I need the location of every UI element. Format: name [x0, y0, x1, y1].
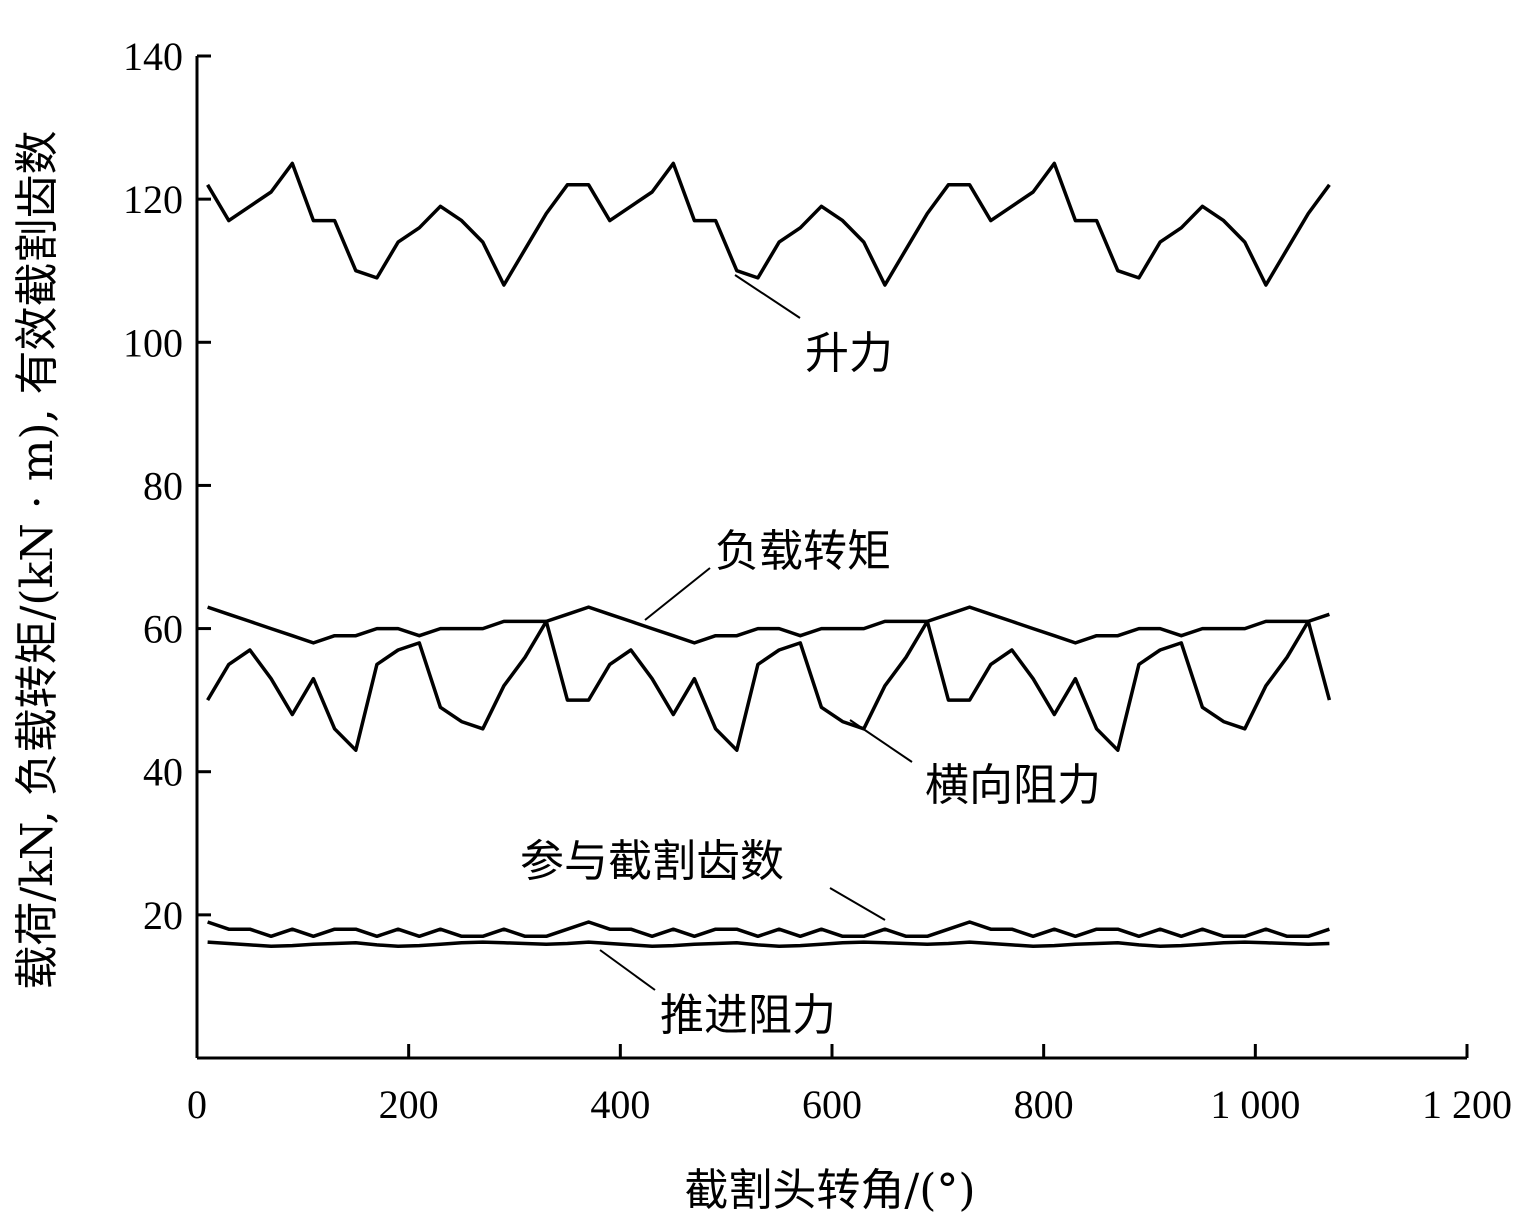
y-axis-label: 载荷/kN, 负载转矩/(kN · m), 有效截割齿数 [12, 130, 63, 989]
y-tick-label: 80 [143, 463, 183, 508]
annotation-label: 升力 [805, 328, 893, 379]
y-tick-label: 140 [123, 34, 183, 79]
x-tick-label: 400 [590, 1082, 650, 1127]
annotation-leader [849, 719, 913, 763]
annotation-label: 负载转矩 [715, 526, 891, 577]
series-line-4 [207, 940, 1330, 949]
annotation-leader [829, 887, 886, 921]
y-tick-label: 20 [143, 893, 183, 938]
x-tick-label: 800 [1014, 1082, 1074, 1127]
series-group [206, 161, 1332, 949]
axes: 0 200 400 600 800 1 000 1 200 20 40 60 80 100 120 140 [123, 34, 1512, 1127]
annotation-leader [599, 949, 656, 991]
x-tick-label: 600 [802, 1082, 862, 1127]
series-line-0 [206, 161, 1331, 287]
x-tick-label: 1 000 [1210, 1082, 1300, 1127]
y-tick-label: 40 [143, 750, 183, 795]
x-tick-label: 0 [187, 1082, 207, 1127]
annotation-leader [644, 567, 711, 621]
series-line-3 [207, 920, 1330, 939]
series-line-1 [207, 605, 1330, 645]
x-axis-label: 截割头转角/(°) [684, 1165, 975, 1216]
y-tick-label: 120 [123, 177, 183, 222]
annotation-label: 横向阻力 [925, 760, 1101, 811]
series-line-2 [206, 619, 1332, 752]
annotation-label: 参与截割齿数 [520, 836, 784, 887]
annotation-label: 推进阻力 [660, 990, 836, 1041]
x-tick-label: 1 200 [1422, 1082, 1512, 1127]
annotation-leader [734, 274, 801, 319]
x-tick-label: 200 [379, 1082, 439, 1127]
y-tick-label: 60 [143, 607, 183, 652]
y-tick-label: 100 [123, 320, 183, 365]
